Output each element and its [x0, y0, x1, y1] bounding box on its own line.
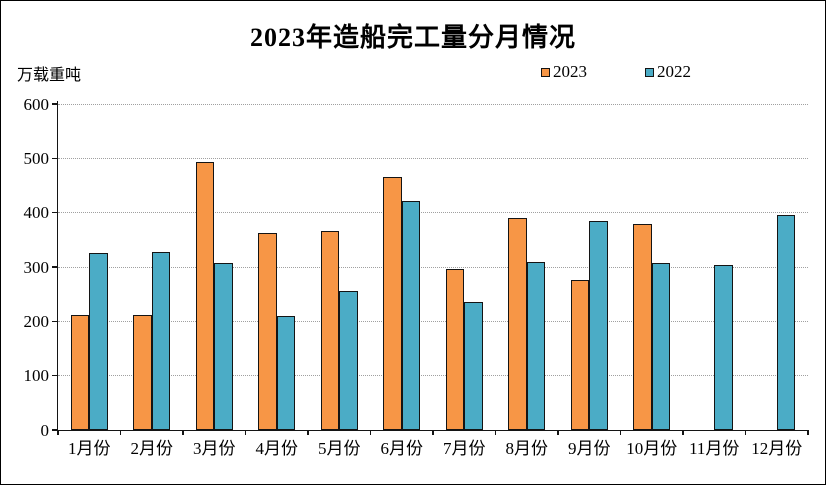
bar-2023-month-5 — [320, 230, 340, 430]
x-tick-label-9: 9月份 — [568, 439, 611, 458]
x-tick-label-6: 6月份 — [380, 439, 424, 458]
y-tick-label-400: 400 — [23, 203, 50, 223]
bar-2022-month-2 — [151, 252, 171, 430]
bar-2022-month-10 — [651, 262, 671, 430]
y-tick-mark — [52, 211, 58, 214]
legend-swatch-2022-icon — [645, 67, 654, 77]
x-tick-label-2: 2月份 — [130, 439, 174, 458]
y-axis-unit-label: 万载重吨 — [17, 67, 82, 84]
bar-2022-month-5 — [339, 290, 358, 430]
gridline-400 — [58, 212, 808, 214]
x-tick-mark — [307, 430, 309, 435]
x-tick-label-7: 7月份 — [443, 439, 486, 458]
x-tick-mark — [432, 430, 434, 435]
x-tick-mark — [494, 430, 497, 435]
y-axis-line — [56, 101, 58, 430]
bar-2023-month-8 — [508, 218, 527, 430]
x-tick-mark — [807, 430, 809, 435]
y-tick-mark — [52, 429, 58, 431]
y-tick-label-0: 0 — [40, 420, 50, 440]
y-tick-mark — [52, 320, 58, 323]
gridline-300 — [58, 266, 808, 268]
bar-2022-month-9 — [589, 220, 608, 430]
x-tick-label-4: 4月份 — [255, 439, 299, 458]
x-tick-label-8: 8月份 — [505, 439, 549, 458]
bar-2022-month-12 — [776, 214, 796, 430]
bar-2023-month-2 — [133, 314, 152, 430]
x-tick-mark — [619, 430, 622, 435]
bar-2022-month-6 — [401, 201, 421, 430]
bar-2023-month-1 — [70, 315, 90, 430]
x-tick-mark — [57, 430, 59, 435]
x-tick-label-10: 10月份 — [626, 439, 678, 458]
bar-2022-month-8 — [526, 261, 546, 430]
x-axis-line — [56, 429, 808, 431]
gridline-600 — [58, 103, 808, 105]
bar-2022-month-7 — [464, 301, 483, 430]
bar-2022-month-4 — [276, 315, 296, 430]
x-tick-mark — [244, 430, 247, 435]
x-tick-mark — [182, 430, 184, 435]
legend-label-2023: 2023 — [553, 62, 587, 81]
bar-2023-month-4 — [258, 232, 277, 430]
bar-2023-month-10 — [633, 223, 652, 430]
bar-2022-month-11 — [714, 265, 733, 430]
legend-swatch-2023-icon — [541, 67, 550, 77]
chart-title: 2023年造船完工量分月情况 — [249, 23, 576, 52]
y-tick-mark — [52, 374, 58, 377]
y-tick-mark — [52, 266, 58, 268]
x-tick-mark — [682, 430, 684, 435]
y-tick-mark — [52, 103, 58, 105]
legend-item-2023: 2023 — [541, 62, 587, 82]
gridline-100 — [58, 375, 808, 377]
bar-2023-month-7 — [445, 269, 465, 430]
bar-2023-month-6 — [383, 176, 402, 430]
y-tick-label-200: 200 — [23, 311, 50, 331]
y-tick-label-100: 100 — [23, 366, 50, 386]
x-tick-mark — [744, 430, 747, 435]
bar-2022-month-3 — [214, 262, 233, 430]
y-tick-label-300: 300 — [23, 257, 50, 277]
gridline-500 — [58, 157, 808, 159]
x-tick-label-3: 3月份 — [193, 439, 236, 458]
y-tick-label-500: 500 — [23, 148, 50, 168]
legend-label-2022: 2022 — [657, 62, 691, 81]
legend-item-2022: 2022 — [645, 62, 691, 82]
y-tick-label-600: 600 — [23, 94, 50, 114]
x-tick-mark — [119, 430, 122, 435]
x-tick-mark — [369, 430, 372, 435]
bar-2022-month-1 — [89, 253, 108, 430]
x-tick-mark — [557, 430, 559, 435]
legend: 2023 2022 — [541, 62, 691, 82]
x-tick-label-5: 5月份 — [318, 439, 361, 458]
x-tick-label-1: 1月份 — [68, 439, 111, 458]
x-tick-label-12: 12月份 — [751, 439, 803, 458]
bar-2023-month-3 — [195, 161, 215, 430]
x-tick-label-11: 11月份 — [689, 439, 740, 458]
gridline-200 — [58, 320, 808, 322]
y-tick-mark — [52, 157, 58, 160]
bar-2023-month-9 — [570, 280, 590, 430]
